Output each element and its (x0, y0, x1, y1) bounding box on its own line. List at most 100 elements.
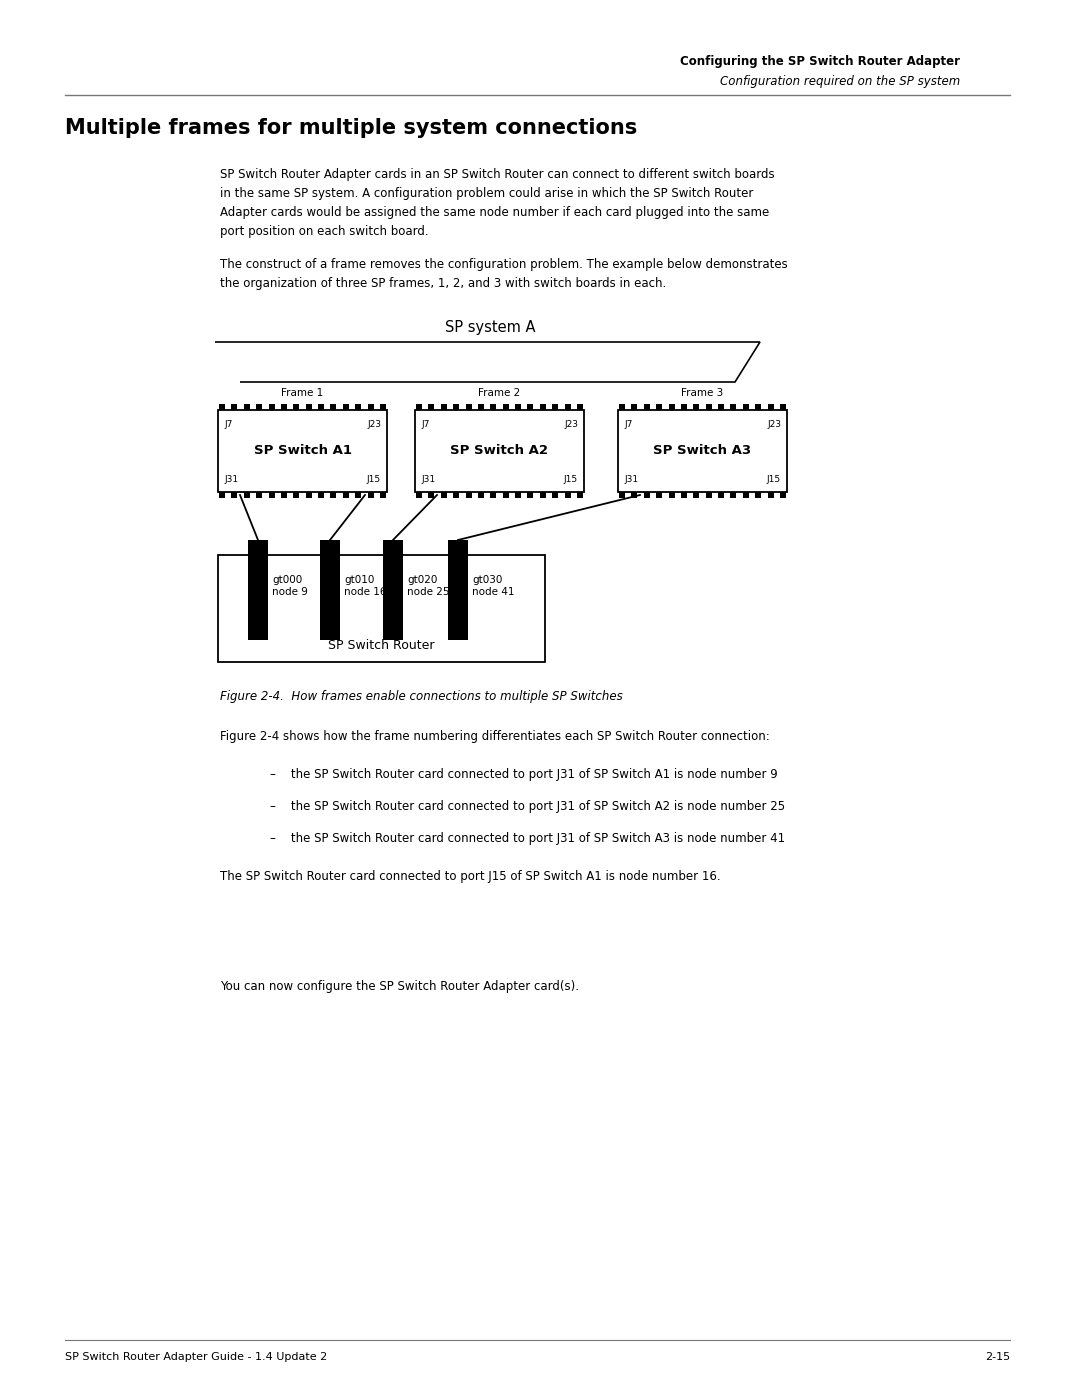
Bar (502, 404, 509, 409)
Text: J7: J7 (224, 420, 232, 429)
Bar (219, 492, 225, 497)
Bar (515, 492, 521, 497)
Text: J23: J23 (367, 420, 381, 429)
Bar (552, 492, 558, 497)
Bar (515, 404, 521, 409)
Bar (657, 492, 662, 497)
Bar (705, 404, 712, 409)
Bar (219, 404, 225, 409)
Bar (718, 404, 724, 409)
Bar (669, 404, 675, 409)
Bar (619, 404, 625, 409)
Bar (780, 492, 786, 497)
Bar (218, 409, 387, 492)
Bar (355, 492, 361, 497)
Text: the organization of three SP frames, 1, 2, and 3 with switch boards in each.: the organization of three SP frames, 1, … (220, 277, 666, 291)
Bar (632, 404, 637, 409)
Text: J23: J23 (767, 420, 781, 429)
Bar (619, 492, 625, 497)
Bar (743, 492, 748, 497)
Bar (281, 492, 287, 497)
Text: –    the SP Switch Router card connected to port J31 of SP Switch A2 is node num: – the SP Switch Router card connected to… (270, 800, 785, 813)
Bar (231, 492, 238, 497)
Text: The construct of a frame removes the configuration problem. The example below de: The construct of a frame removes the con… (220, 258, 787, 271)
Bar (269, 404, 274, 409)
Bar (429, 404, 434, 409)
Bar (693, 404, 700, 409)
Bar (693, 492, 700, 497)
Text: Adapter cards would be assigned the same node number if each card plugged into t: Adapter cards would be assigned the same… (220, 205, 769, 219)
Bar (367, 404, 374, 409)
Bar (680, 404, 687, 409)
Bar (454, 404, 459, 409)
Text: Frame 1: Frame 1 (282, 388, 324, 398)
Text: in the same SP system. A configuration problem could arise in which the SP Switc: in the same SP system. A configuration p… (220, 187, 754, 200)
Bar (540, 404, 545, 409)
Text: Figure 2-4.  How frames enable connections to multiple SP Switches: Figure 2-4. How frames enable connection… (220, 690, 623, 703)
Text: J15: J15 (767, 475, 781, 483)
Bar (577, 404, 583, 409)
Text: J15: J15 (367, 475, 381, 483)
Bar (429, 492, 434, 497)
Text: Figure 2-4 shows how the frame numbering differentiates each SP Switch Router co: Figure 2-4 shows how the frame numbering… (220, 731, 770, 743)
Bar (490, 492, 497, 497)
Text: SP Switch A1: SP Switch A1 (254, 444, 351, 457)
Text: Frame 3: Frame 3 (681, 388, 724, 398)
Bar (730, 492, 737, 497)
Bar (768, 492, 773, 497)
Bar (669, 492, 675, 497)
Bar (730, 404, 737, 409)
Bar (306, 404, 312, 409)
Bar (565, 492, 570, 497)
Text: –    the SP Switch Router card connected to port J31 of SP Switch A3 is node num: – the SP Switch Router card connected to… (270, 833, 785, 845)
Bar (415, 409, 584, 492)
Bar (281, 404, 287, 409)
Text: –    the SP Switch Router card connected to port J31 of SP Switch A1 is node num: – the SP Switch Router card connected to… (270, 768, 778, 781)
Bar (680, 492, 687, 497)
Text: J23: J23 (564, 420, 578, 429)
Text: SP Switch Router Adapter cards in an SP Switch Router can connect to different s: SP Switch Router Adapter cards in an SP … (220, 168, 774, 182)
Bar (441, 492, 447, 497)
Bar (755, 492, 761, 497)
Text: SP Switch A3: SP Switch A3 (653, 444, 752, 457)
Bar (218, 555, 545, 662)
Text: SP system A: SP system A (445, 320, 536, 335)
Bar (330, 404, 337, 409)
Bar (294, 404, 299, 409)
Bar (342, 492, 349, 497)
Text: SP Switch Router: SP Switch Router (328, 638, 435, 652)
Bar (441, 404, 447, 409)
Bar (383, 541, 403, 640)
Text: 2-15: 2-15 (985, 1352, 1010, 1362)
Bar (380, 492, 386, 497)
Text: Multiple frames for multiple system connections: Multiple frames for multiple system conn… (65, 117, 637, 138)
Bar (256, 404, 262, 409)
Bar (780, 404, 786, 409)
Bar (454, 492, 459, 497)
Bar (248, 541, 268, 640)
Bar (705, 492, 712, 497)
Bar (244, 404, 249, 409)
Text: The SP Switch Router card connected to port J15 of SP Switch A1 is node number 1: The SP Switch Router card connected to p… (220, 870, 720, 883)
Bar (490, 404, 497, 409)
Bar (768, 404, 773, 409)
Bar (380, 404, 386, 409)
Bar (319, 492, 324, 497)
Bar (306, 492, 312, 497)
Bar (465, 404, 472, 409)
Bar (256, 492, 262, 497)
Bar (718, 492, 724, 497)
Bar (743, 404, 748, 409)
Bar (618, 409, 787, 492)
Bar (577, 492, 583, 497)
Bar (644, 404, 650, 409)
Bar (632, 492, 637, 497)
Bar (448, 541, 468, 640)
Bar (244, 492, 249, 497)
Text: SP Switch Router Adapter Guide - 1.4 Update 2: SP Switch Router Adapter Guide - 1.4 Upd… (65, 1352, 327, 1362)
Text: Configuring the SP Switch Router Adapter: Configuring the SP Switch Router Adapter (680, 54, 960, 68)
Text: gt020
node 25: gt020 node 25 (407, 576, 449, 597)
Bar (527, 404, 534, 409)
Bar (269, 492, 274, 497)
Bar (478, 492, 484, 497)
